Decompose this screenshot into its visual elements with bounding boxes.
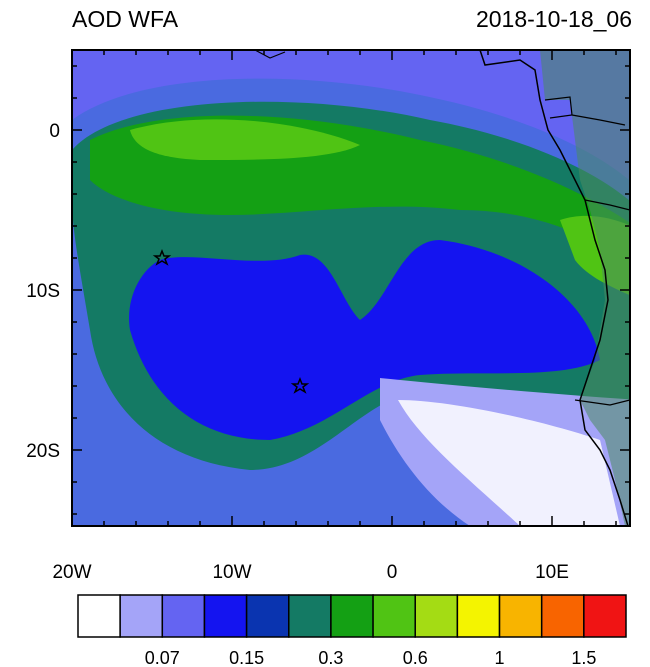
colorbar-box <box>77 594 121 638</box>
map-timestamp: 2018-10-18_06 <box>476 6 632 32</box>
field-layer <box>398 400 620 526</box>
colorbar-label: 0.07 <box>145 648 180 667</box>
colorbar-box <box>583 594 627 638</box>
x-tick-label: 20W <box>52 562 91 583</box>
field-layer <box>130 119 360 160</box>
border <box>254 50 630 406</box>
x-tick-label: 10W <box>212 562 251 583</box>
colorbar-label: 0.3 <box>318 648 343 667</box>
coastline <box>479 50 629 526</box>
colorbar-label: 1 <box>495 648 505 667</box>
colorbar-box <box>245 594 290 638</box>
land <box>540 50 630 526</box>
colorbar: 0.07 0.15 0.3 0.6 1 1.5 <box>77 594 627 667</box>
aod-field <box>72 50 630 526</box>
station-marker <box>152 248 310 394</box>
colorbar-box <box>414 594 459 638</box>
colorbar-box <box>498 594 543 638</box>
colorbar-box <box>288 594 332 638</box>
field-layer <box>129 240 600 440</box>
y-tick-label: 20S <box>26 441 60 462</box>
colorbar-box <box>456 594 501 638</box>
y-tick-label: 10S <box>26 281 60 302</box>
map-title: AOD WFA <box>72 6 179 32</box>
colorbar-box <box>119 594 164 638</box>
colorbar-box <box>203 594 248 638</box>
x-tick-label: 10E <box>535 562 569 583</box>
colorbar-box <box>330 594 374 638</box>
y-tick-label: 0 <box>49 121 60 142</box>
colorbar-label: 0.6 <box>403 648 428 667</box>
colorbar-label: 1.5 <box>571 648 596 667</box>
colorbar-box <box>161 594 206 638</box>
colorbar-label: 0.15 <box>229 648 264 667</box>
colorbar-box <box>372 594 416 638</box>
x-tick-label: 0 <box>387 562 398 583</box>
colorbar-box <box>540 594 585 638</box>
axis-ticks: 20W 10W 0 10E 0 10S 20S <box>26 50 630 583</box>
plot-frame <box>71 49 631 527</box>
